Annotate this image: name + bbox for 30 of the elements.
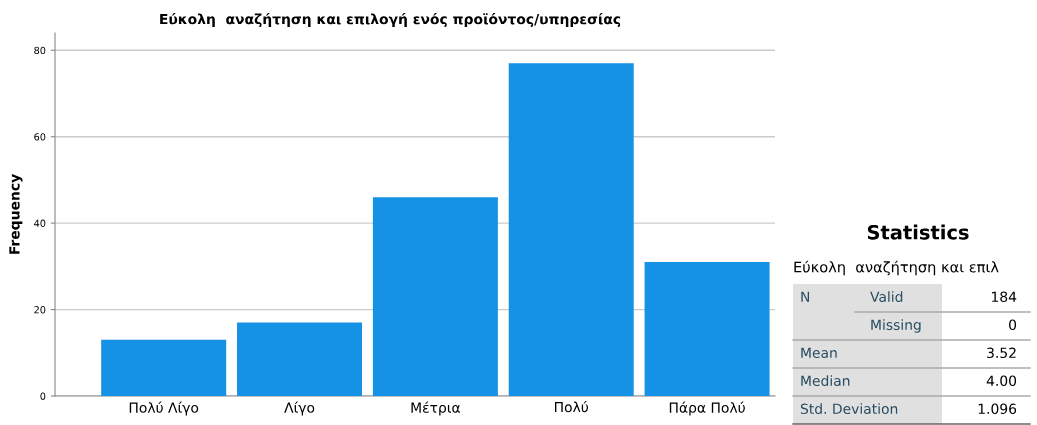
text: 1.096 xyxy=(978,403,1017,415)
text: Valid xyxy=(870,291,903,303)
text: N xyxy=(801,291,810,302)
text: 0 xyxy=(1009,319,1017,331)
text: Missing xyxy=(871,319,921,333)
x-tick-label: Μέτρια xyxy=(411,401,460,416)
bar xyxy=(508,63,634,396)
chart-title: Εύκολη αναζήτηση και επιλογή ενός προϊόντος/υπηρεσίας xyxy=(160,13,621,27)
y-tick-label: 60 xyxy=(34,133,46,141)
bar xyxy=(237,322,363,396)
bar xyxy=(101,339,227,396)
text: Median xyxy=(801,375,850,387)
x-tick-label: Πολύ xyxy=(554,401,589,413)
text: 184 xyxy=(992,291,1017,303)
text: Statistics xyxy=(867,224,969,240)
text: 4.00 xyxy=(986,375,1017,387)
x-tick-label: Πολύ Λίγο xyxy=(129,401,199,416)
bar xyxy=(372,197,498,396)
text: 3.52 xyxy=(987,347,1016,359)
y-tick-label: 20 xyxy=(34,306,46,314)
bar xyxy=(644,262,770,396)
text: Mean xyxy=(801,347,837,359)
y-tick-label: 80 xyxy=(34,46,46,55)
y-tick-label: 0 xyxy=(40,392,46,400)
x-tick-label: Λίγο xyxy=(284,401,315,416)
y-axis-title: Frequency xyxy=(9,174,23,254)
y-tick-label: 40 xyxy=(34,219,46,227)
x-tick-label: Πάρα Πολύ xyxy=(669,401,745,416)
text: Εύκολη αναζήτηση και επιλ xyxy=(794,260,999,276)
text: Std. Deviation xyxy=(800,403,898,415)
